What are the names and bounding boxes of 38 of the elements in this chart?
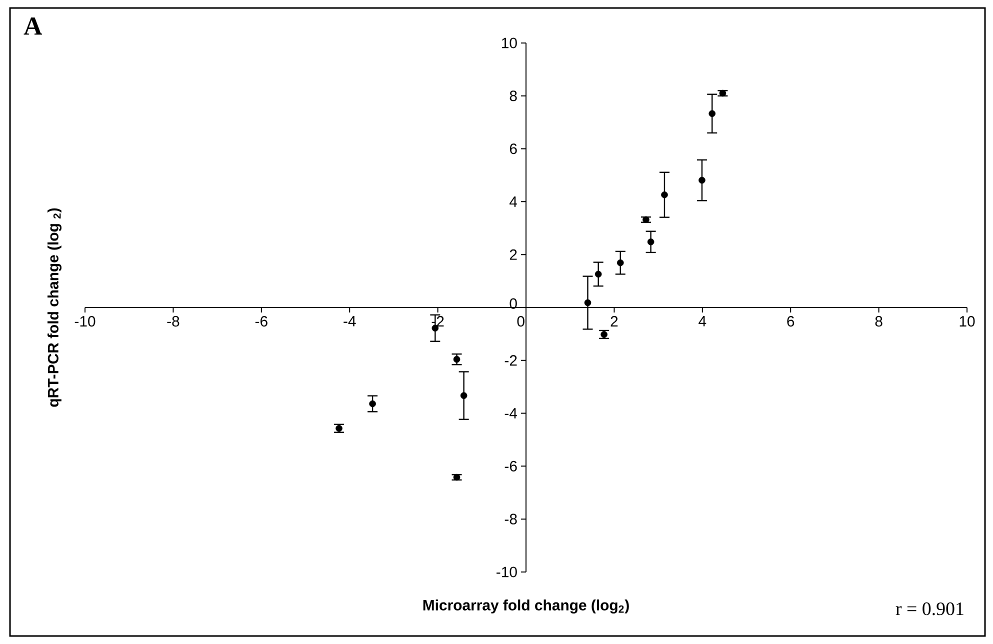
y-tick-label: -4 [504, 408, 518, 418]
y-tick-label: 2 [510, 249, 517, 260]
text: r = 0.901 [896, 602, 964, 616]
point [336, 424, 342, 432]
point [708, 110, 716, 118]
point [460, 392, 468, 399]
x-tick-label: 8 [875, 316, 882, 327]
x-tick-label: 0 [517, 316, 524, 327]
point [600, 331, 608, 338]
x-tick-label: 2 [610, 316, 618, 326]
text: A [24, 18, 42, 35]
x-tick-label: 10 [960, 316, 975, 327]
x-axis-title: Microarray fold change (log$_{2}$) [423, 600, 629, 614]
point [453, 356, 460, 363]
y-tick-label: 8 [510, 90, 517, 102]
x-tick-label: -4 [344, 316, 356, 326]
y-tick-label: 4 [510, 196, 518, 207]
point [453, 474, 460, 481]
x-tick-label: 4 [698, 316, 706, 326]
y-tick-label: 10 [502, 38, 517, 48]
x-tick-label: -6 [255, 316, 268, 327]
y-axis-title: qRT-PCR fold change (log $_{2}$) [47, 208, 62, 407]
point [616, 259, 624, 266]
y-tick-label: -6 [504, 460, 517, 472]
y-tick-label: -10 [496, 566, 517, 578]
point [594, 270, 602, 278]
point [647, 238, 654, 246]
y-tick-label: 6 [510, 143, 517, 154]
point [584, 299, 592, 306]
x-tick-label: 6 [787, 316, 794, 327]
point [661, 191, 668, 198]
x-tick-label: -10 [74, 316, 96, 327]
point [642, 216, 650, 224]
x-tick-label: -8 [167, 316, 180, 327]
point [369, 400, 376, 408]
y-tick-label: -2 [504, 355, 517, 366]
y-tick-label: -8 [504, 514, 517, 524]
point [698, 176, 706, 184]
